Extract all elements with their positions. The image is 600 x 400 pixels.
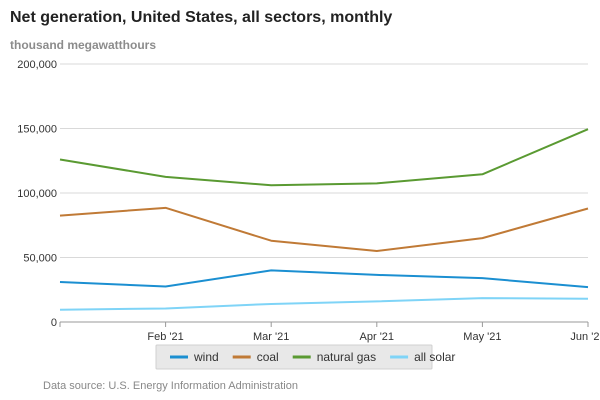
y-tick-label: 0 xyxy=(51,317,57,329)
data-point[interactable] xyxy=(163,174,168,179)
data-point[interactable] xyxy=(163,284,168,289)
series-line-wind[interactable] xyxy=(59,269,589,289)
data-point[interactable] xyxy=(269,238,274,243)
y-tick-label: 150,000 xyxy=(17,124,57,136)
series-line-natural-gas[interactable] xyxy=(59,128,589,187)
axis-layer: 0 50,000 100,000 150,000 200,000 Feb '21 Mar '… xyxy=(17,59,600,343)
data-point[interactable] xyxy=(269,183,274,188)
chart-title: Net generation, United States, all secto… xyxy=(10,9,393,26)
data-point[interactable] xyxy=(374,181,379,186)
y-tick-label: 50,000 xyxy=(23,253,57,265)
legend-item-coal[interactable]: coal xyxy=(232,350,279,364)
data-point[interactable] xyxy=(269,268,274,273)
x-tick-label: Apr '21 xyxy=(360,331,395,343)
data-point[interactable] xyxy=(480,296,485,301)
series-layer xyxy=(58,127,591,312)
legend-label: wind xyxy=(193,350,219,364)
legend-item-wind[interactable]: wind xyxy=(170,350,219,364)
legend-label: all solar xyxy=(414,350,455,364)
data-point[interactable] xyxy=(58,157,63,162)
data-point[interactable] xyxy=(163,205,168,210)
series-line-coal[interactable] xyxy=(59,206,589,253)
data-point[interactable] xyxy=(480,172,485,177)
data-point[interactable] xyxy=(269,301,274,306)
legend: wind coal natural gas all solar xyxy=(155,344,455,370)
y-axis-unit-label: thousand megawatthours xyxy=(10,38,157,52)
series-line-all-solar[interactable] xyxy=(59,297,589,311)
data-point[interactable] xyxy=(374,299,379,304)
data-point[interactable] xyxy=(480,276,485,281)
data-point[interactable] xyxy=(586,206,591,211)
data-point[interactable] xyxy=(480,236,485,241)
data-point[interactable] xyxy=(58,280,63,285)
data-point[interactable] xyxy=(374,272,379,277)
data-point[interactable] xyxy=(58,213,63,218)
data-point[interactable] xyxy=(586,127,591,132)
data-point[interactable] xyxy=(586,285,591,290)
data-source-note: Data source: U.S. Energy Information Adm… xyxy=(43,380,298,392)
y-tick-label: 200,000 xyxy=(17,59,57,71)
grid-layer xyxy=(60,63,588,323)
x-tick-label: Mar '21 xyxy=(253,331,289,343)
data-point[interactable] xyxy=(586,296,591,301)
legend-label: natural gas xyxy=(317,350,376,364)
x-tick-label: May '21 xyxy=(463,331,501,343)
y-tick-label: 100,000 xyxy=(17,188,57,200)
data-point[interactable] xyxy=(58,307,63,312)
legend-item-all-solar[interactable]: all solar xyxy=(390,350,455,364)
x-tick-label: Jun '21 xyxy=(570,331,600,343)
legend-label: coal xyxy=(257,350,279,364)
legend-item-natural-gas[interactable]: natural gas xyxy=(292,350,376,364)
data-point[interactable] xyxy=(374,249,379,254)
data-point[interactable] xyxy=(163,306,168,311)
x-tick-label: Feb '21 xyxy=(147,331,183,343)
